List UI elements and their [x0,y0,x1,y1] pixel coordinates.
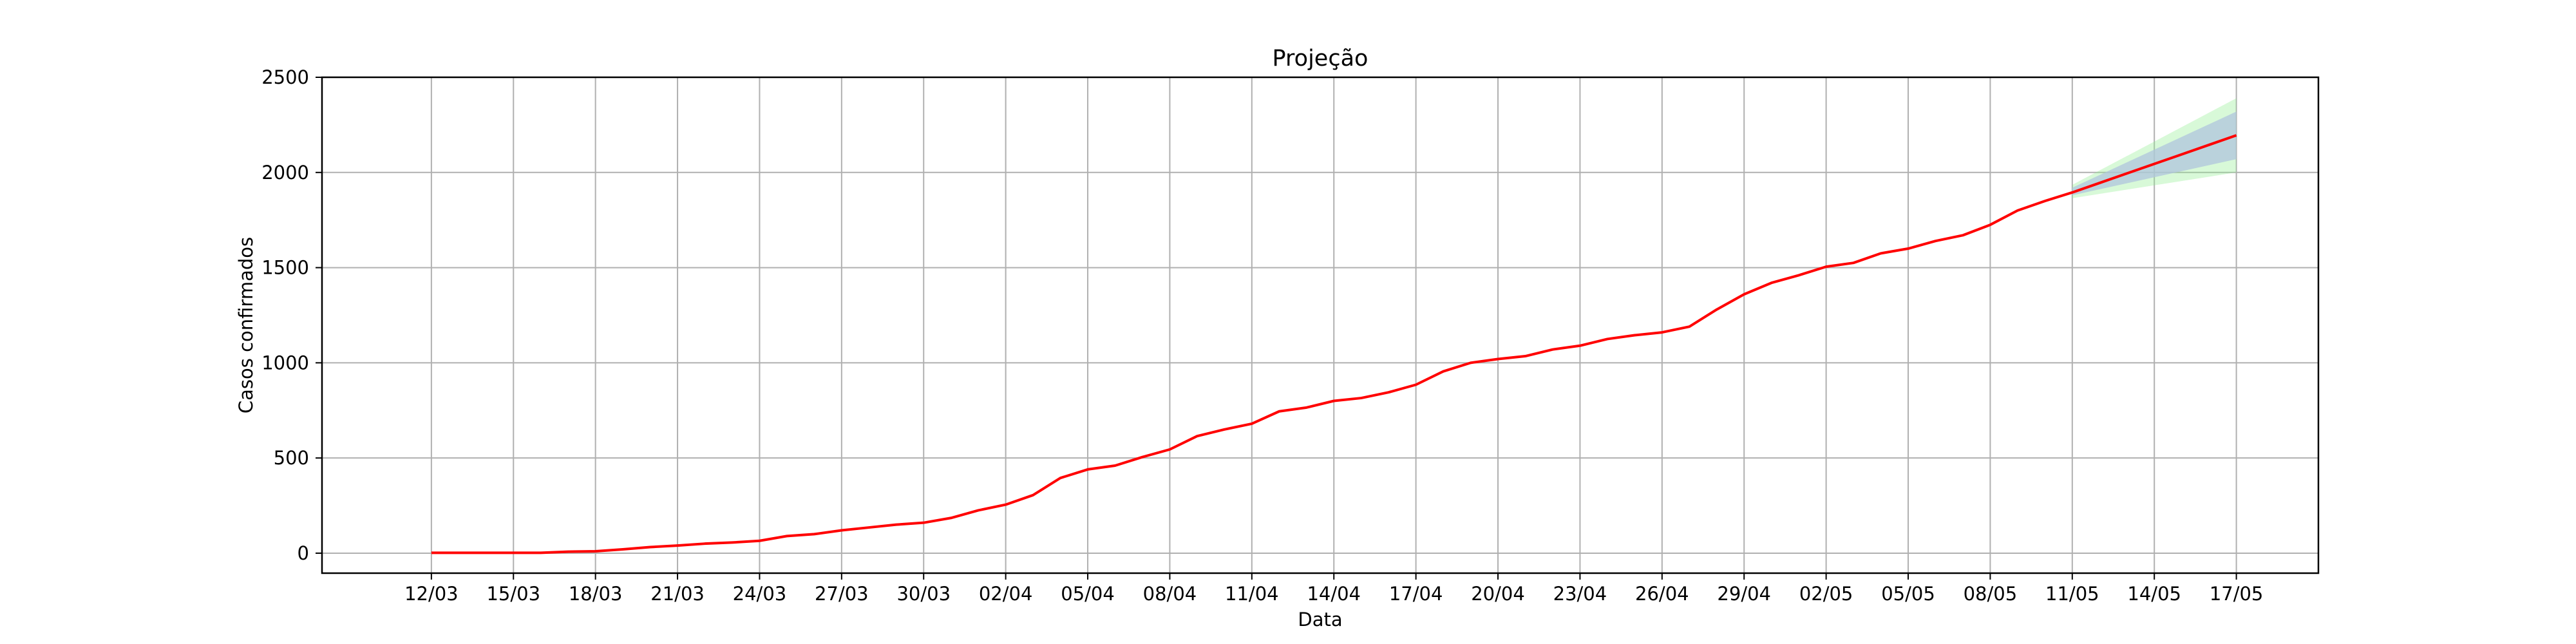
x-tick-label: 14/05 [2127,583,2181,605]
x-tick-label: 02/04 [979,583,1033,605]
x-tick-label: 20/04 [1471,583,1525,605]
y-tick-label: 2500 [261,66,309,88]
series-layer [431,134,2237,554]
y-tick-label: 1000 [261,352,309,374]
x-tick-label: 14/04 [1307,583,1361,605]
x-tick-label: 08/05 [1964,583,2018,605]
x-tick-label: 23/04 [1553,583,1607,605]
x-tick-label: 26/04 [1635,583,1689,605]
x-tick-label: 12/03 [404,583,459,605]
y-tick-label: 1500 [261,257,309,279]
x-tick-label: 18/03 [569,583,623,605]
chart-title: Projeção [1273,46,1368,71]
x-tick-label: 29/04 [1717,583,1771,605]
x-tick-label: 17/05 [2210,583,2264,605]
confirmed-cases-line [431,134,2237,554]
y-axis-label: Casos confirmados [235,237,257,413]
inner-confidence-band [2072,111,2237,196]
x-tick-label: 05/05 [1881,583,1935,605]
x-axis-label: Data [1298,609,1342,630]
x-tick-label: 11/05 [2045,583,2099,605]
x-tick-label: 27/03 [815,583,869,605]
y-tick-label: 2000 [261,162,309,184]
confidence-bands [2072,98,2237,198]
x-tick-label: 15/03 [486,583,540,605]
y-tick-label: 0 [298,542,309,564]
x-tick-label: 17/04 [1389,583,1443,605]
y-tick-label: 500 [274,447,309,469]
tick-layer: 12/03 15/03 18/03 21/03 24/03 27/03 30/03 02/04… [261,66,2263,605]
x-tick-label: 24/03 [733,583,787,605]
plot-frame [321,76,2320,574]
x-tick-label: 08/04 [1143,583,1197,605]
x-tick-label: 21/03 [650,583,705,605]
x-tick-label: 02/05 [1799,583,1853,605]
x-tick-label: 05/04 [1061,583,1115,605]
x-tick-label: 11/04 [1225,583,1279,605]
x-tick-label: 30/03 [896,583,951,605]
